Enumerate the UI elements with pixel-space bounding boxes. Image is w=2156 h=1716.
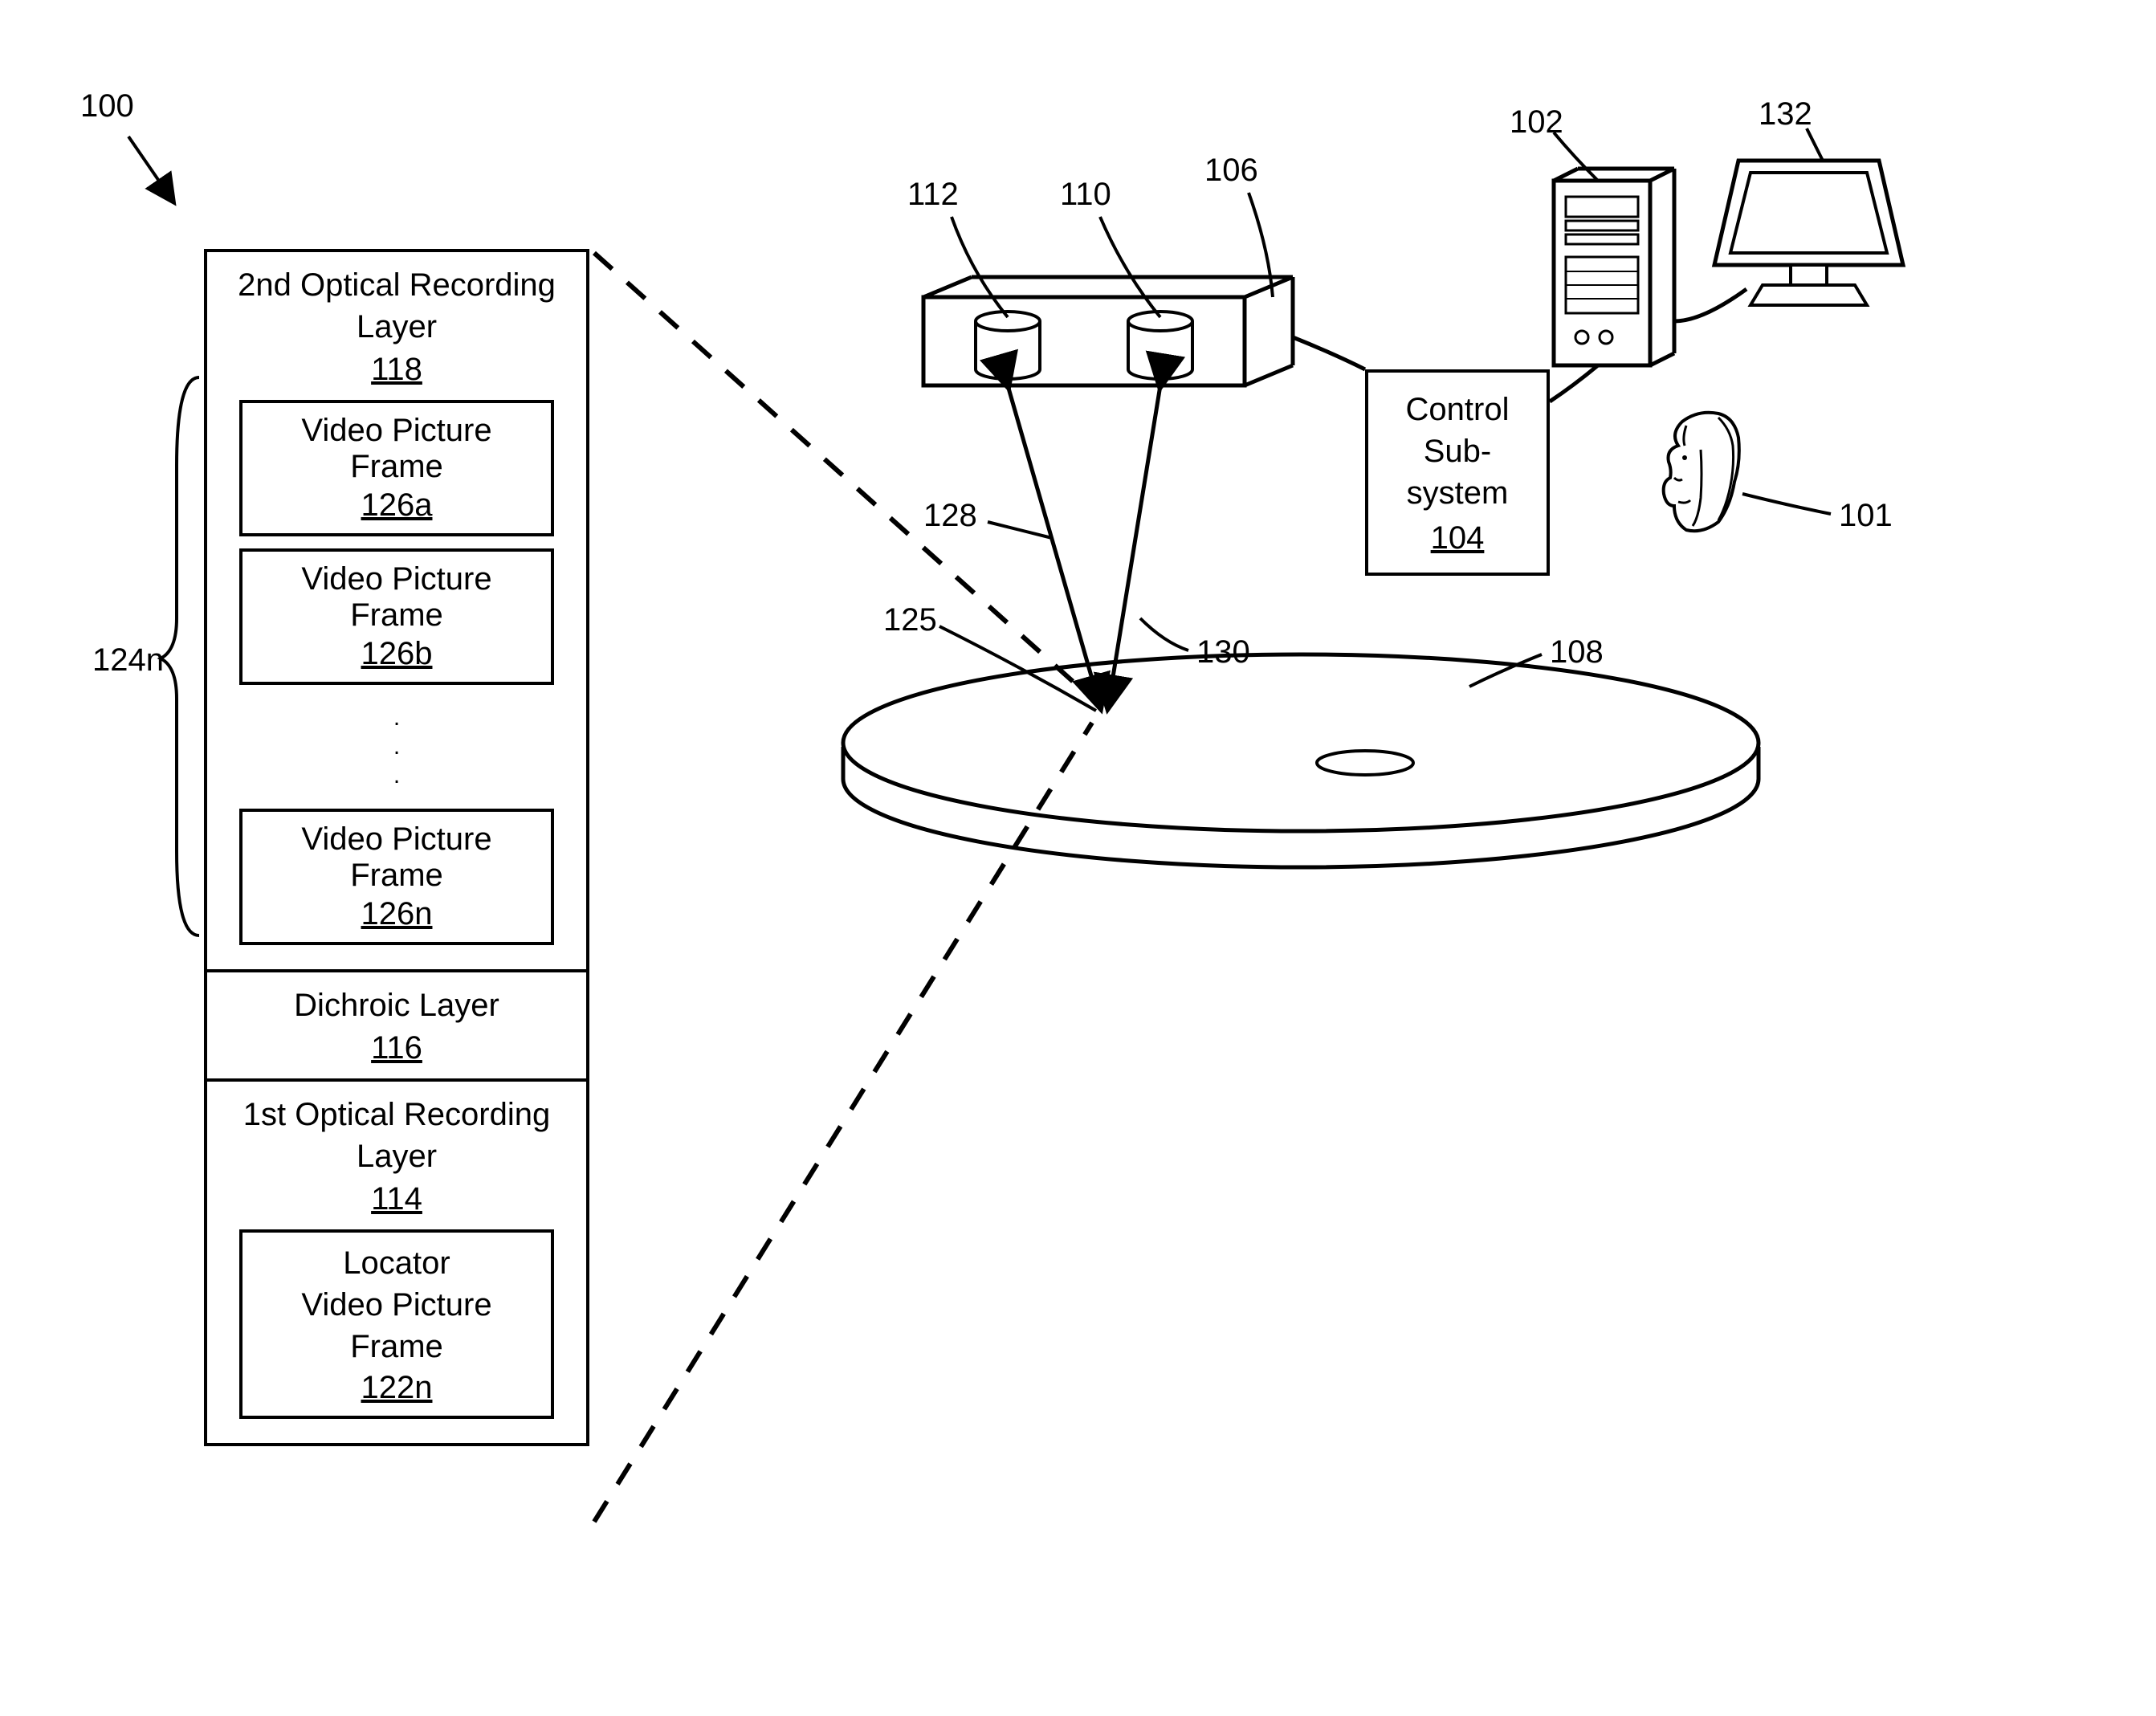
ref-130: 130	[1196, 634, 1250, 671]
ref-101: 101	[1839, 498, 1893, 534]
frame-126b-title: Video Picture Frame	[252, 561, 541, 634]
frame-126a-title: Video Picture Frame	[252, 413, 541, 485]
layer-2-ref: 118	[215, 352, 578, 388]
dichroic-title: Dichroic Layer	[215, 984, 578, 1026]
ellipsis-dots: ...	[215, 697, 578, 797]
locator-ref: 122n	[252, 1370, 541, 1406]
ref-124n: 124n	[92, 642, 164, 679]
frame-126a-ref: 126a	[252, 487, 541, 524]
ref-106: 106	[1204, 153, 1258, 189]
ref-132: 132	[1759, 96, 1812, 132]
control-ref: 104	[1380, 520, 1534, 556]
frame-126n: Video Picture Frame 126n	[239, 809, 554, 945]
layer-1-section: 1st Optical Recording Layer 114 LocatorV…	[207, 1082, 586, 1443]
frame-126b: Video Picture Frame 126b	[239, 548, 554, 685]
layer-stack: 2nd Optical Recording Layer 118 Video Pi…	[204, 249, 589, 1446]
layer-2-section: 2nd Optical Recording Layer 118 Video Pi…	[207, 252, 586, 972]
ref-100: 100	[80, 88, 134, 124]
layer-2-title: 2nd Optical Recording Layer	[215, 264, 578, 348]
frame-126b-ref: 126b	[252, 636, 541, 672]
ref-108: 108	[1550, 634, 1604, 671]
monitor-icon	[1714, 161, 1903, 305]
dichroic-ref: 116	[215, 1030, 578, 1066]
user-head-icon	[1664, 413, 1739, 532]
computer-tower-icon	[1554, 169, 1674, 365]
frame-126n-title: Video Picture Frame	[252, 821, 541, 894]
ref-110: 110	[1060, 177, 1111, 213]
control-subsystem-box: ControlSub-system 104	[1365, 369, 1550, 576]
locator-frame: LocatorVideo PictureFrame 122n	[239, 1229, 554, 1419]
ref-125: 125	[883, 602, 937, 638]
layer-1-title: 1st Optical Recording Layer	[215, 1094, 578, 1177]
ref-102: 102	[1510, 104, 1563, 141]
dichroic-section: Dichroic Layer 116	[207, 972, 586, 1082]
frame-126n-ref: 126n	[252, 896, 541, 932]
ref-128: 128	[923, 498, 977, 534]
locator-title: LocatorVideo PictureFrame	[252, 1242, 541, 1368]
diagram-container: 2nd Optical Recording Layer 118 Video Pi…	[0, 0, 2156, 1716]
layer-1-ref: 114	[215, 1181, 578, 1217]
control-title: ControlSub-system	[1380, 389, 1534, 514]
frame-126a: Video Picture Frame 126a	[239, 400, 554, 536]
ref-112: 112	[907, 177, 959, 213]
